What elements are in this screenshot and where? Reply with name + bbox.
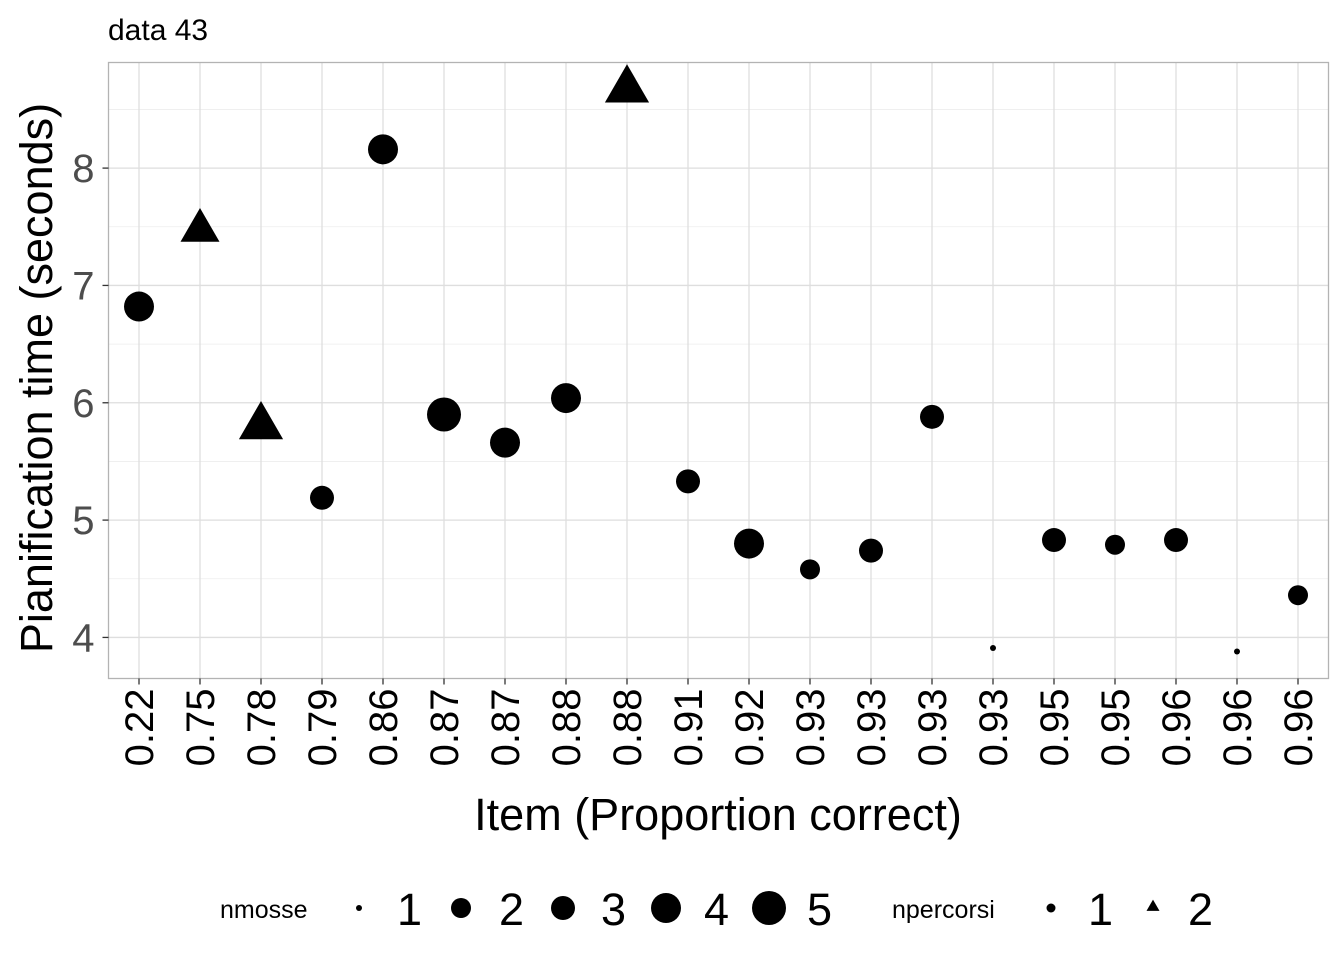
legend-key-npercorsi-circle xyxy=(1046,903,1056,913)
legend-key-npercorsi-triangle xyxy=(1146,899,1160,911)
legend-label-nmosse: 4 xyxy=(704,884,729,935)
plot-panel xyxy=(108,62,1329,679)
x-tick-label: 0.96 xyxy=(1155,689,1199,767)
legend-key-nmosse xyxy=(451,898,471,918)
data-point-circle xyxy=(551,383,581,414)
x-tick-label: 0.92 xyxy=(728,689,772,767)
data-point-circle xyxy=(1288,585,1308,606)
legend-label-nmosse: 1 xyxy=(397,884,422,935)
x-tick-label: 0.93 xyxy=(789,689,833,767)
panel-border xyxy=(107,61,1330,680)
legend-label-nmosse: 5 xyxy=(807,884,832,935)
x-axis-label: Item (Proportion correct) xyxy=(474,789,962,840)
legend-key-nmosse xyxy=(551,896,575,920)
data-point-triangle xyxy=(604,64,650,103)
data-point-circle xyxy=(859,538,883,563)
data-point-circle xyxy=(1234,648,1240,655)
x-tick-label: 0.93 xyxy=(972,689,1016,767)
legend-key-nmosse xyxy=(752,891,786,925)
data-point-circle xyxy=(1042,528,1066,553)
x-tick-label: 0.87 xyxy=(423,689,467,767)
legend-key-nmosse xyxy=(356,905,362,911)
data-point-circle xyxy=(490,427,520,458)
chart-title: data 43 xyxy=(108,14,208,47)
data-point-circle xyxy=(734,528,764,559)
legend-label-nmosse: 2 xyxy=(499,884,524,935)
y-tick-label: 5 xyxy=(72,499,94,543)
x-tick-labels: 0.22 0.75 0.78 0.79 0.86 0.87 0.87 0.88 0.88 0.91… xyxy=(118,678,1321,767)
x-tick-label: 0.93 xyxy=(911,689,955,767)
x-tick-label: 0.22 xyxy=(118,689,162,767)
grid-lines xyxy=(108,62,1329,679)
data-points xyxy=(124,64,1308,655)
data-point-circle xyxy=(310,485,334,510)
legend-nmosse-keys: 1 2 3 4 5 xyxy=(356,884,832,935)
legend-title-nmosse: nmosse xyxy=(220,896,308,924)
legend-title-npercorsi: npercorsi xyxy=(892,896,995,924)
data-point-circle xyxy=(1164,528,1188,553)
x-tick-label: 0.96 xyxy=(1277,689,1321,767)
y-tick-label: 7 xyxy=(72,264,94,308)
x-tick-label: 0.95 xyxy=(1094,689,1138,767)
x-tick-label: 0.87 xyxy=(484,689,528,767)
x-tick-label: 0.88 xyxy=(606,689,650,767)
legend-key-nmosse xyxy=(651,893,681,923)
y-tick-label: 4 xyxy=(72,616,94,660)
data-point-circle xyxy=(676,469,700,494)
data-point-circle xyxy=(124,291,154,322)
x-tick-label: 0.95 xyxy=(1033,689,1077,767)
data-point-circle xyxy=(920,404,944,429)
x-tick-label: 0.91 xyxy=(667,689,711,767)
data-point-triangle xyxy=(180,207,220,242)
y-axis-label: Pianification time (seconds) xyxy=(11,103,62,653)
data-point-circle xyxy=(800,559,820,580)
y-tick-label: 8 xyxy=(72,147,94,191)
x-tick-label: 0.96 xyxy=(1216,689,1260,767)
x-tick-label: 0.79 xyxy=(301,689,345,767)
legend-label-nmosse: 3 xyxy=(601,884,626,935)
data-point-circle xyxy=(368,134,398,165)
legend-label-npercorsi: 1 xyxy=(1088,884,1113,935)
data-point-triangle xyxy=(238,400,284,440)
data-point-circle xyxy=(427,397,461,432)
x-tick-label: 0.86 xyxy=(362,689,406,767)
y-tick-label: 6 xyxy=(72,382,94,426)
x-tick-label: 0.88 xyxy=(545,689,589,767)
x-tick-label: 0.78 xyxy=(240,689,284,767)
x-tick-label: 0.93 xyxy=(850,689,894,767)
y-tick-labels: 4 5 6 7 8 xyxy=(72,147,109,660)
data-point-circle xyxy=(1105,534,1125,555)
x-tick-label: 0.75 xyxy=(179,689,223,767)
legend-label-npercorsi: 2 xyxy=(1188,884,1213,935)
data-point-circle xyxy=(990,644,996,651)
